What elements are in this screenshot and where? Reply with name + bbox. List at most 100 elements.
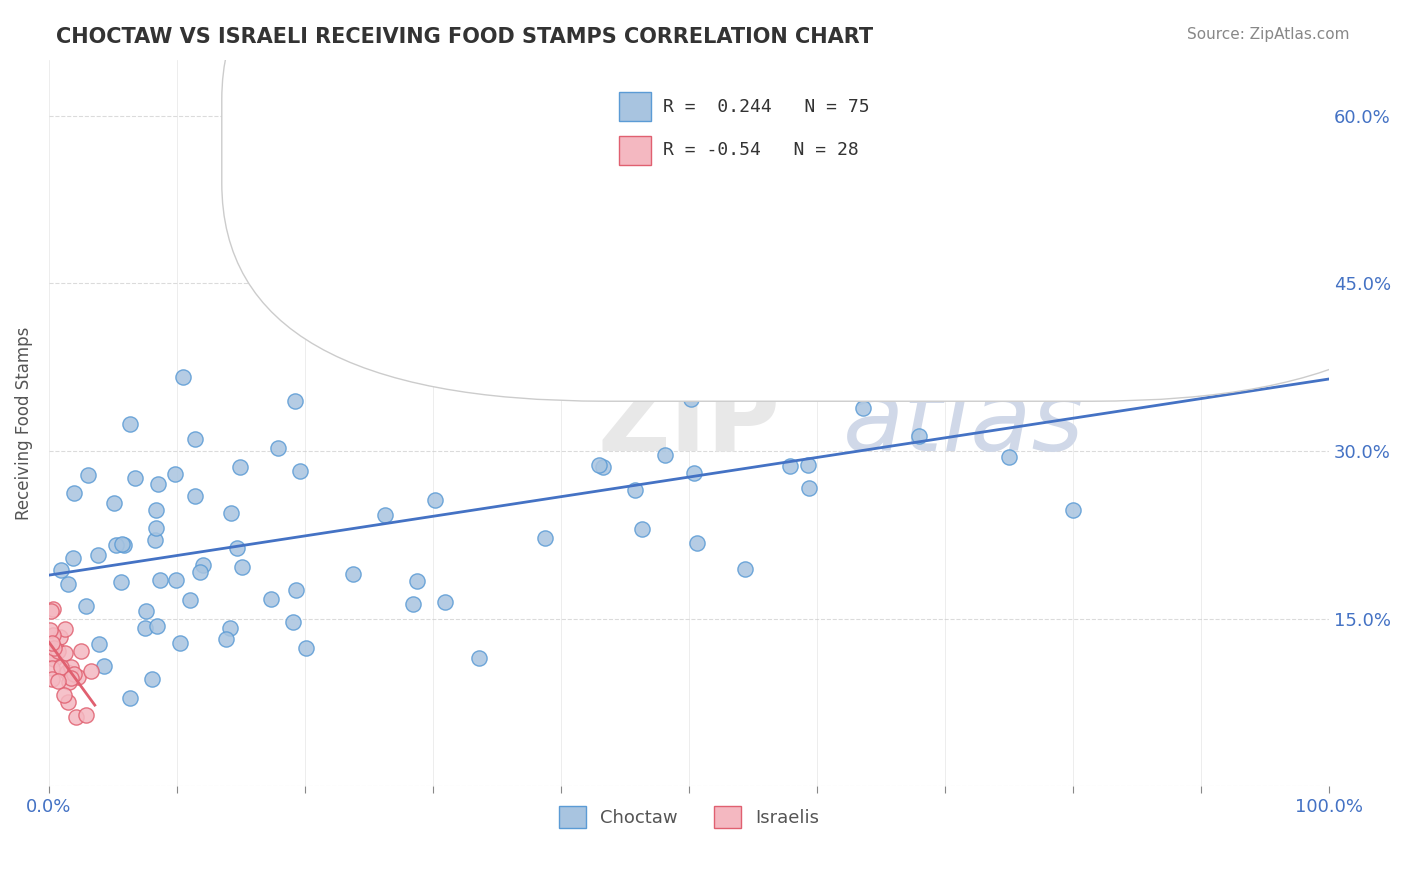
Point: [93, 658, 115, 673]
Point: [58, 675, 80, 690]
Point: [110, 574, 132, 589]
Point: [1062, 503, 1084, 517]
Point: [219, 621, 242, 635]
Point: [734, 562, 756, 576]
Point: [654, 448, 676, 462]
Point: [134, 621, 156, 635]
Point: [405, 574, 427, 589]
Point: [145, 503, 167, 517]
Point: [143, 533, 166, 548]
Point: [852, 401, 875, 416]
Point: [401, 597, 423, 611]
Point: [260, 592, 283, 607]
Point: [75, 708, 97, 723]
Point: [56, 695, 79, 709]
Bar: [619, 136, 651, 165]
Legend: Choctaw, Israelis: Choctaw, Israelis: [551, 799, 827, 836]
Point: [219, 506, 242, 520]
Point: [284, 394, 307, 409]
Point: [631, 522, 654, 536]
Point: [1305, 270, 1327, 285]
Point: [191, 558, 214, 572]
Point: [172, 369, 194, 384]
FancyBboxPatch shape: [222, 0, 1406, 401]
Point: [342, 567, 364, 582]
Point: [46, 674, 69, 689]
Point: [179, 592, 201, 607]
Point: [44, 640, 66, 655]
Point: [49, 660, 72, 674]
Point: [67, 670, 90, 684]
Point: [468, 651, 491, 665]
Point: [118, 691, 141, 706]
Point: [470, 198, 492, 212]
Point: [231, 560, 253, 574]
Point: [796, 458, 818, 472]
Point: [41, 661, 63, 675]
Point: [163, 467, 186, 481]
Point: [434, 595, 457, 609]
Point: [183, 489, 205, 503]
Point: [285, 583, 308, 598]
Point: [103, 496, 125, 510]
Point: [118, 417, 141, 432]
Y-axis label: Receiving Food Stamps: Receiving Food Stamps: [15, 326, 32, 520]
Point: [49, 630, 72, 644]
Point: [49, 563, 72, 577]
Bar: [619, 92, 651, 121]
Point: [534, 531, 557, 545]
Point: [183, 432, 205, 446]
Point: [779, 459, 801, 474]
Text: R = -0.54   N = 28: R = -0.54 N = 28: [664, 142, 859, 160]
Point: [41, 604, 63, 618]
Point: [42, 628, 65, 642]
Point: [679, 392, 702, 406]
Point: [799, 481, 821, 495]
Point: [59, 671, 82, 685]
Text: ZIP: ZIP: [598, 375, 780, 472]
Point: [146, 619, 169, 633]
Point: [141, 672, 163, 686]
Point: [44, 651, 66, 665]
Point: [62, 551, 84, 566]
Text: CHOCTAW VS ISRAELI RECEIVING FOOD STAMPS CORRELATION CHART: CHOCTAW VS ISRAELI RECEIVING FOOD STAMPS…: [56, 27, 873, 46]
Point: [62, 666, 84, 681]
Point: [998, 450, 1021, 465]
Point: [56, 576, 79, 591]
Point: [225, 541, 247, 555]
Point: [104, 538, 127, 552]
Point: [55, 646, 77, 660]
Point: [79, 665, 101, 679]
Point: [41, 672, 63, 686]
Point: [588, 458, 610, 472]
Point: [62, 485, 84, 500]
Text: Source: ZipAtlas.com: Source: ZipAtlas.com: [1187, 27, 1350, 42]
Point: [41, 636, 63, 650]
Point: [87, 549, 110, 563]
Point: [145, 521, 167, 535]
Point: [908, 428, 931, 442]
Text: atlas: atlas: [842, 375, 1084, 472]
Point: [374, 508, 396, 522]
Point: [124, 471, 146, 485]
Point: [169, 636, 191, 650]
Point: [65, 710, 87, 724]
Point: [425, 493, 447, 508]
Point: [281, 615, 304, 629]
Point: [188, 565, 211, 579]
Point: [592, 459, 614, 474]
Point: [39, 624, 62, 638]
Point: [135, 603, 157, 617]
Point: [146, 477, 169, 491]
Point: [46, 644, 69, 658]
Point: [623, 483, 645, 497]
Point: [1215, 332, 1237, 346]
Point: [87, 636, 110, 650]
Point: [55, 665, 77, 679]
Point: [112, 538, 135, 552]
Point: [215, 632, 238, 647]
Point: [42, 602, 65, 616]
Point: [69, 644, 91, 658]
Point: [229, 460, 252, 475]
Point: [686, 536, 709, 550]
